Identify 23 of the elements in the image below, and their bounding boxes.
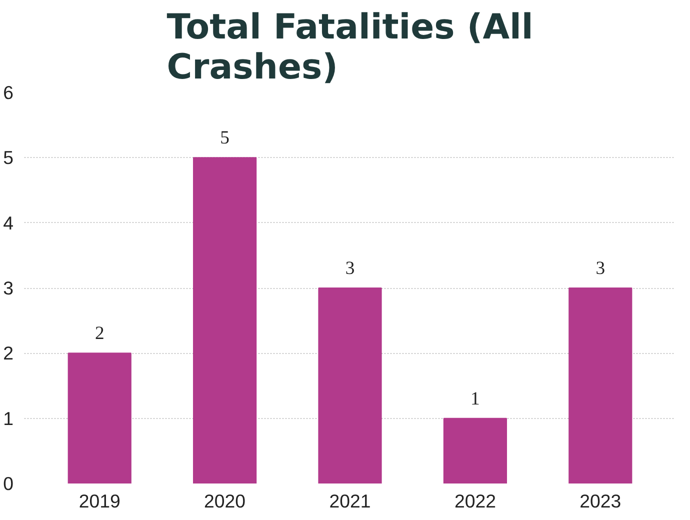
y-tick-label: 1 — [3, 408, 14, 429]
x-tick-label: 2023 — [580, 490, 622, 512]
x-tick-label: 2020 — [204, 490, 246, 512]
bar — [193, 157, 257, 484]
x-tick-label: 2022 — [454, 490, 496, 512]
x-tick-label: 2019 — [78, 490, 120, 512]
y-tick-label: 5 — [3, 147, 14, 168]
y-tick-label: 4 — [3, 212, 14, 234]
y-tick-label: 0 — [3, 473, 14, 494]
bar — [318, 288, 382, 484]
x-tick-label: 2021 — [329, 490, 371, 512]
data-label: 3 — [345, 258, 355, 279]
y-tick-label: 3 — [3, 278, 14, 298]
y-tick-label: 2 — [3, 342, 14, 364]
chart-title: Total Fatalities (All Crashes) — [166, 8, 534, 88]
bar — [68, 352, 132, 484]
data-label: 3 — [596, 258, 606, 279]
bar — [443, 418, 507, 484]
data-label: 1 — [470, 388, 480, 410]
data-label: 2 — [94, 323, 104, 344]
data-label: 5 — [220, 128, 230, 149]
bar — [568, 288, 632, 484]
y-tick-label: 6 — [3, 82, 14, 103]
